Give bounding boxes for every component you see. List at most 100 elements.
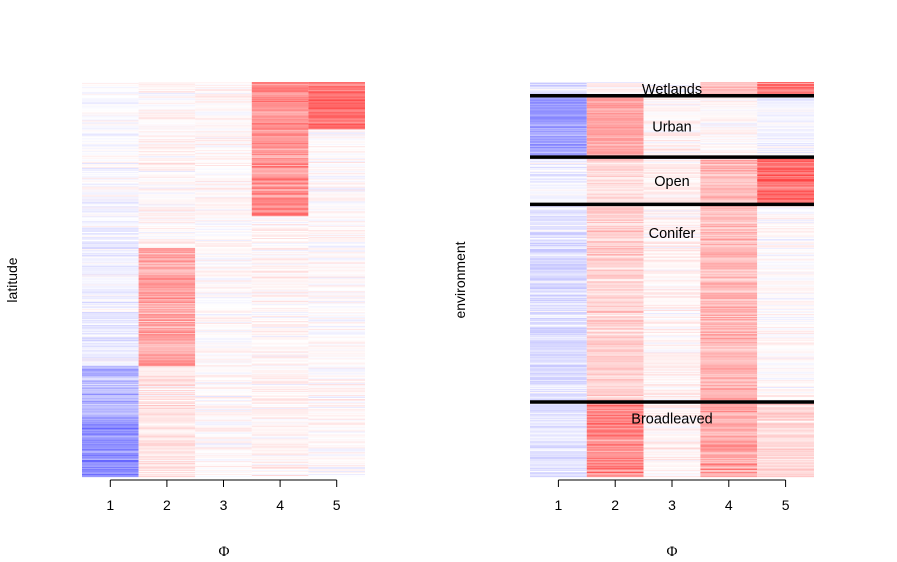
- heatmap-cell: [308, 457, 365, 459]
- heatmap-cell: [251, 429, 309, 431]
- heatmap-cell: [643, 139, 701, 141]
- heatmap-cell: [530, 126, 587, 128]
- heatmap-cell: [138, 424, 196, 426]
- heatmap-cell: [82, 243, 139, 246]
- heatmap-cell: [138, 180, 196, 182]
- heatmap-cell: [195, 143, 252, 145]
- heatmap-cell: [195, 410, 252, 412]
- heatmap-cell: [251, 385, 309, 387]
- heatmap-cell: [308, 133, 365, 135]
- heatmap-cell: [700, 318, 758, 320]
- heatmap-cell: [138, 339, 196, 341]
- heatmap-cell: [82, 429, 139, 431]
- heatmap-cell: [138, 218, 196, 220]
- heatmap-cell: [308, 115, 365, 117]
- heatmap-cell: [82, 453, 139, 455]
- heatmap-cell: [700, 449, 758, 451]
- heatmap-cell: [195, 433, 252, 435]
- heatmap-cell: [138, 319, 196, 322]
- heatmap-cell: [757, 241, 814, 244]
- heatmap-cell: [530, 405, 587, 408]
- heatmap-cell: [138, 390, 196, 392]
- heatmap-cell: [251, 225, 309, 227]
- heatmap-cell: [700, 320, 758, 323]
- heatmap-cell: [586, 135, 644, 137]
- heatmap-cell: [586, 287, 644, 289]
- heatmap-cell: [82, 93, 139, 95]
- heatmap-cell: [251, 236, 309, 238]
- heatmap-cell: [251, 445, 309, 447]
- heatmap-cell: [251, 164, 309, 167]
- heatmap-cell: [757, 415, 814, 417]
- heatmap-cell: [195, 183, 252, 185]
- heatmap-cell: [138, 385, 196, 387]
- heatmap-cell: [643, 408, 701, 410]
- heatmap-cell: [530, 246, 587, 249]
- heatmap-cell: [82, 249, 139, 252]
- heatmap-cell: [643, 209, 701, 211]
- heatmap-cell: [138, 443, 196, 445]
- heatmap-cell: [195, 274, 252, 276]
- heatmap-cell: [308, 281, 365, 283]
- heatmap-cell: [586, 376, 644, 378]
- heatmap-cell: [530, 341, 587, 343]
- heatmap-cell: [308, 464, 365, 466]
- heatmap-cell: [700, 175, 758, 177]
- heatmap-cell: [251, 123, 309, 125]
- heatmap-cell: [700, 324, 758, 327]
- heatmap-cell: [251, 233, 309, 235]
- heatmap-cell: [82, 342, 139, 344]
- heatmap-cell: [82, 175, 139, 177]
- heatmap-cell: [308, 332, 365, 334]
- heatmap-cell: [586, 104, 644, 106]
- heatmap-cell: [82, 193, 139, 195]
- heatmap-cell: [586, 272, 644, 274]
- heatmap-cell: [530, 82, 587, 85]
- heatmap-cell: [251, 249, 309, 252]
- heatmap-cell: [586, 147, 644, 149]
- heatmap-cell: [251, 369, 309, 371]
- heatmap-cell: [757, 404, 814, 407]
- heatmap-cell: [530, 161, 587, 163]
- heatmap-cell: [138, 137, 196, 139]
- heatmap-cell: [195, 319, 252, 322]
- heatmap-cell: [530, 219, 587, 221]
- heatmap-cell: [586, 207, 644, 209]
- heatmap-cell: [586, 236, 644, 238]
- heatmap-cell: [757, 248, 814, 251]
- heatmap-cell: [251, 284, 309, 286]
- heatmap-cell: [308, 290, 365, 292]
- heatmap-cell: [82, 165, 139, 168]
- heatmap-cell: [308, 283, 365, 285]
- heatmap-cell: [251, 119, 309, 121]
- heatmap-cell: [586, 248, 644, 251]
- heatmap-cell: [757, 213, 814, 215]
- heatmap-cell: [757, 463, 814, 465]
- heatmap-cell: [530, 455, 587, 457]
- heatmap-cell: [757, 317, 814, 319]
- heatmap-cell: [308, 443, 365, 445]
- heatmap-cell: [308, 194, 365, 196]
- heatmap-cell: [308, 198, 365, 200]
- heatmap-cell: [195, 192, 252, 194]
- heatmap-cell: [757, 118, 814, 120]
- heatmap-cell: [586, 256, 644, 258]
- heatmap-cell: [82, 459, 139, 461]
- heatmap-cell: [530, 414, 587, 416]
- heatmap-cell: [757, 437, 814, 439]
- heatmap-cell: [195, 395, 252, 397]
- heatmap-cell: [195, 296, 252, 298]
- heatmap-cell: [308, 321, 365, 324]
- heatmap-cell: [643, 352, 701, 354]
- heatmap-cell: [138, 217, 196, 219]
- heatmap-cell: [82, 264, 139, 266]
- heatmap-cell: [700, 105, 758, 107]
- heatmap-cell: [308, 455, 365, 457]
- heatmap-cell: [700, 336, 758, 338]
- heatmap-cell: [643, 159, 701, 161]
- heatmap-cell: [251, 99, 309, 101]
- heatmap-cell: [82, 435, 139, 437]
- heatmap-cell: [700, 97, 758, 99]
- heatmap-cell: [757, 244, 814, 247]
- heatmap-cell: [700, 380, 758, 382]
